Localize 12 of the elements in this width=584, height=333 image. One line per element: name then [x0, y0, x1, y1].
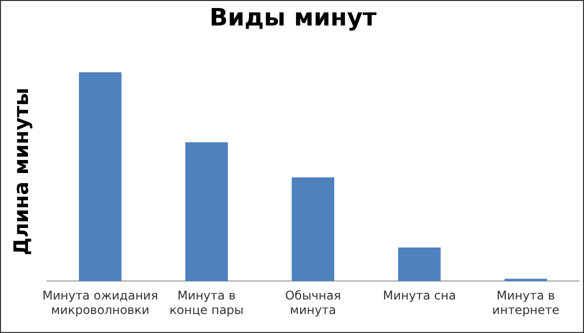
- x-tick-label: Минута в интернете: [492, 288, 560, 317]
- bar: [292, 177, 334, 282]
- x-tick-label: Минута в конце пары: [170, 288, 244, 317]
- bar: [398, 248, 441, 282]
- bar: [78, 72, 122, 282]
- chart-title: Виды минут: [209, 4, 377, 32]
- x-tick-label: Обычная минута: [285, 288, 341, 317]
- bar: [185, 142, 228, 282]
- x-tick-label: Минута ожидания микроволновки: [42, 288, 158, 317]
- y-axis-title: Длина минуты: [9, 88, 34, 256]
- x-tick-label: Минута сна: [382, 288, 456, 303]
- bar: [504, 278, 548, 282]
